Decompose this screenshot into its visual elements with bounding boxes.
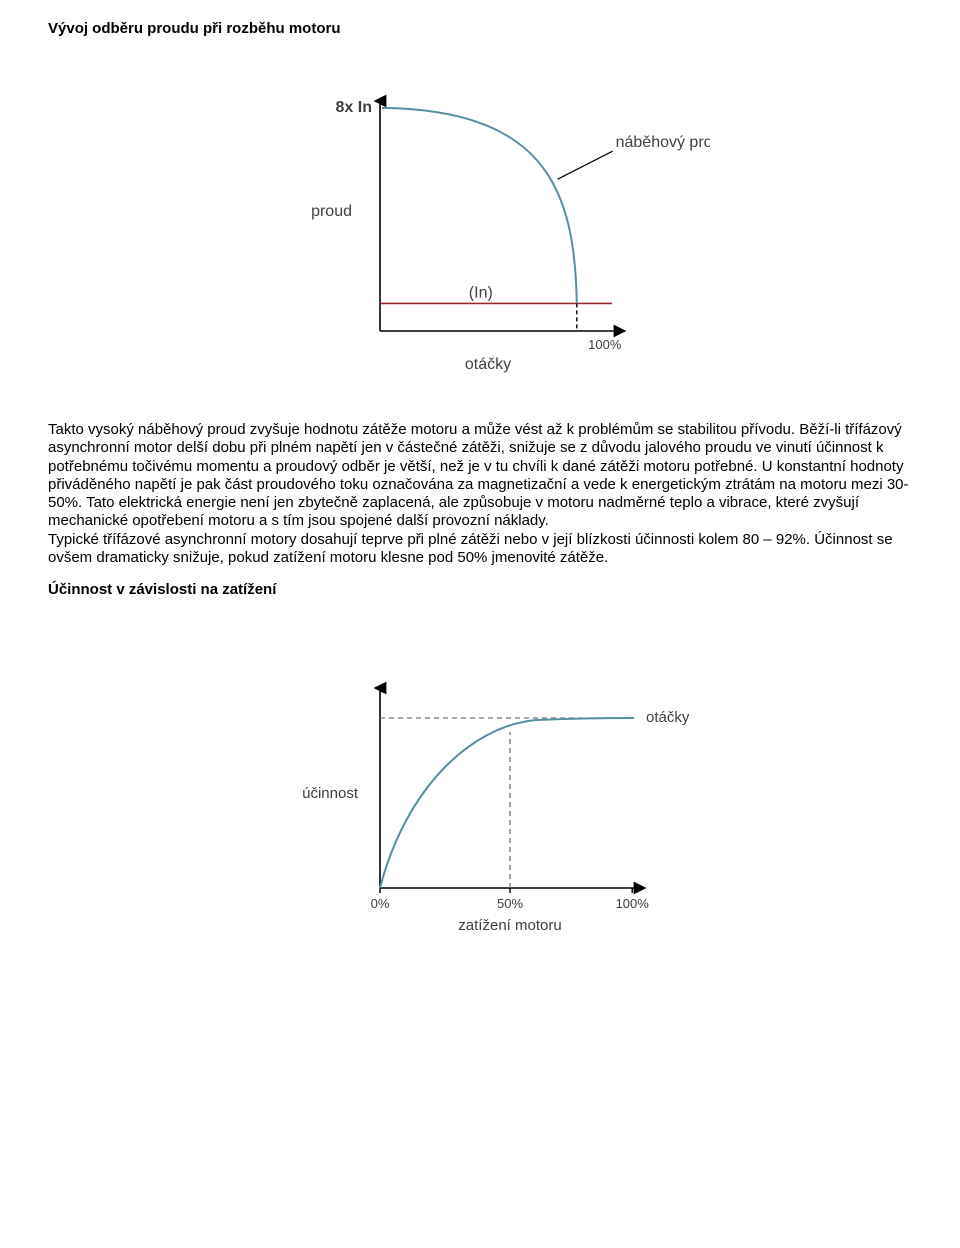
page-container: Vývoj odběru proudu při rozběhu motoru 8… [0, 0, 960, 978]
body-paragraph: Takto vysoký náběhový proud zvyšuje hodn… [48, 421, 912, 567]
svg-text:náběhový proud: náběhový proud [616, 134, 710, 151]
section1-title: Vývoj odběru proudu při rozběhu motoru [48, 20, 912, 37]
chart1-svg: 8x In proud (In) náběhový proud 100% otáčky [250, 71, 710, 381]
svg-text:(In): (In) [469, 284, 493, 301]
svg-text:100%: 100% [588, 337, 622, 352]
svg-text:8x In: 8x In [336, 99, 372, 116]
body-p1: Takto vysoký náběhový proud zvyšuje hodn… [48, 421, 909, 529]
svg-text:účinnost: účinnost [302, 785, 359, 802]
section2-title: Účinnost v závislosti na zatížení [48, 581, 912, 598]
svg-text:50%: 50% [497, 896, 523, 911]
svg-text:100%: 100% [616, 896, 650, 911]
svg-text:zatížení motoru: zatížení motoru [458, 917, 561, 934]
chart1-wrap: 8x In proud (In) náběhový proud 100% otáčky [48, 71, 912, 381]
chart2-wrap: 0% 50% 100% účinnost otáčky zatížení motoru [48, 658, 912, 938]
svg-text:otáčky: otáčky [646, 709, 690, 726]
svg-text:otáčky: otáčky [465, 356, 511, 373]
svg-text:0%: 0% [371, 896, 390, 911]
body-p2: Typické třífázové asynchronní motory dos… [48, 531, 893, 566]
chart2-svg: 0% 50% 100% účinnost otáčky zatížení motoru [240, 658, 720, 938]
svg-text:proud: proud [311, 203, 352, 220]
